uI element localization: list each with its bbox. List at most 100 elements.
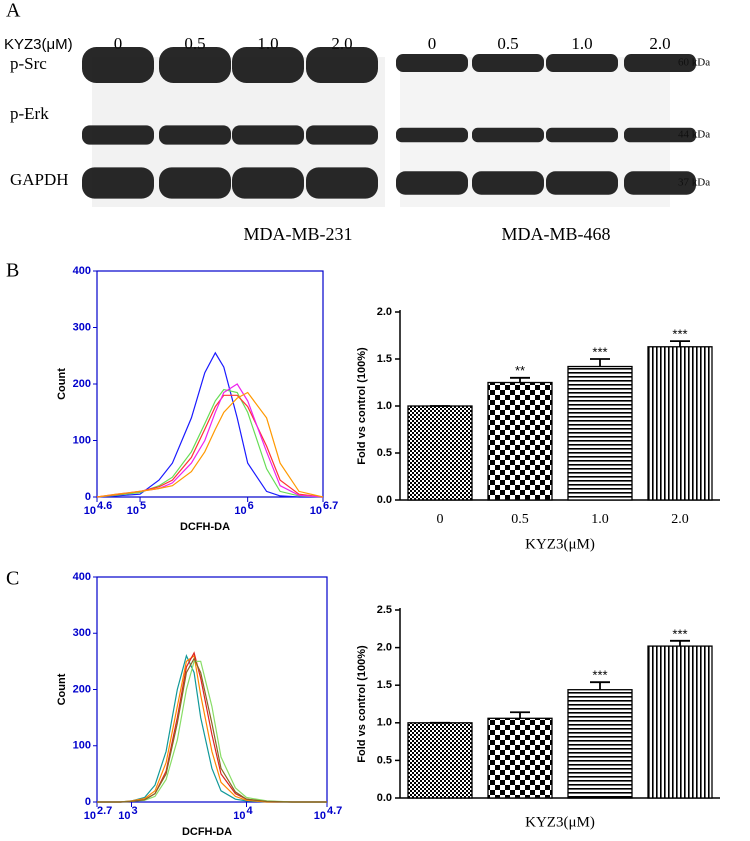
x-tick-label: 0.5 bbox=[511, 512, 529, 527]
error-bar bbox=[590, 681, 610, 690]
blot-band bbox=[82, 47, 154, 83]
histogram-line bbox=[97, 660, 327, 803]
error-bar bbox=[510, 376, 530, 383]
y-tick-label: 0 bbox=[85, 796, 91, 808]
x-tick-label: 0 bbox=[437, 512, 444, 527]
significance-label: ** bbox=[515, 363, 525, 378]
x-axis-label: DCFH-DA bbox=[182, 826, 232, 838]
y-axis-label: Count bbox=[56, 673, 68, 705]
histogram-line bbox=[97, 654, 327, 803]
significance-label: *** bbox=[592, 668, 607, 683]
significance-label: *** bbox=[672, 327, 687, 342]
blot-band bbox=[232, 47, 304, 83]
y-tick-label: 1.5 bbox=[377, 353, 392, 365]
x-tick-exponent: 2.7 bbox=[97, 805, 112, 817]
y-tick-label: 2.0 bbox=[377, 306, 392, 318]
x-axis-label: DCFH-DA bbox=[180, 521, 230, 533]
y-tick-label: 2.0 bbox=[377, 642, 392, 654]
x-tick-exponent: 6 bbox=[248, 500, 254, 512]
y-tick-label: 0.0 bbox=[377, 494, 392, 506]
blot-band bbox=[159, 125, 231, 145]
y-tick-label: 0.5 bbox=[377, 754, 392, 766]
x-tick-exponent: 3 bbox=[132, 805, 138, 817]
y-tick-label: 2.5 bbox=[377, 604, 392, 616]
histogram-line bbox=[97, 654, 327, 803]
dose-label: 0.5 bbox=[497, 34, 518, 53]
y-tick-label: 1.0 bbox=[377, 717, 392, 729]
error-bar bbox=[590, 358, 610, 367]
y-tick-label: 1.5 bbox=[377, 679, 392, 691]
x-tick-label: 1.0 bbox=[591, 512, 609, 527]
dose-label: 1.0 bbox=[571, 34, 592, 53]
histogram-line bbox=[96, 391, 324, 498]
x-tick-exponent: 4.6 bbox=[97, 500, 112, 512]
y-tick-label: 400 bbox=[73, 571, 91, 583]
blot-band bbox=[159, 47, 231, 83]
significance-label: *** bbox=[592, 344, 607, 359]
blot-band bbox=[624, 127, 696, 143]
y-tick-label: 400 bbox=[73, 265, 91, 277]
blot-band bbox=[546, 171, 618, 195]
x-tick-label: 2.0 bbox=[671, 512, 689, 527]
bar bbox=[407, 405, 473, 501]
blot-band bbox=[232, 167, 304, 199]
x-tick-label: 10 bbox=[84, 505, 96, 517]
error-bar bbox=[670, 340, 690, 347]
x-axis-label: KYZ3(μM) bbox=[525, 536, 595, 552]
blot-band bbox=[232, 125, 304, 145]
blot-band bbox=[472, 127, 544, 143]
blot-band bbox=[546, 127, 618, 143]
panel-label: B bbox=[6, 260, 19, 282]
blot-band bbox=[624, 54, 696, 72]
y-axis-label: Fold vs control (100%) bbox=[356, 347, 368, 465]
blot-band bbox=[306, 125, 378, 145]
blot-band bbox=[159, 167, 231, 199]
x-tick-exponent: 6.7 bbox=[323, 500, 338, 512]
error-bar bbox=[670, 639, 690, 647]
histogram-line bbox=[96, 388, 324, 498]
histogram-line bbox=[96, 394, 324, 498]
histogram-line bbox=[97, 651, 327, 803]
dose-label: 0 bbox=[428, 34, 437, 53]
bar bbox=[647, 645, 713, 799]
dose-label: 2.0 bbox=[649, 34, 670, 53]
x-tick-label: 10 bbox=[234, 505, 246, 517]
y-tick-label: 300 bbox=[73, 321, 91, 333]
cell-line: MDA-MB-231 bbox=[243, 224, 352, 244]
y-tick-label: 0 bbox=[85, 491, 91, 503]
x-tick-label: 10 bbox=[84, 810, 96, 822]
histogram-line bbox=[97, 657, 327, 803]
significance-label: *** bbox=[672, 626, 687, 641]
x-tick-exponent: 4 bbox=[247, 805, 254, 817]
y-tick-label: 100 bbox=[73, 434, 91, 446]
bar bbox=[647, 346, 713, 501]
blot-band bbox=[82, 125, 154, 145]
cell-line: MDA-MB-468 bbox=[501, 224, 610, 244]
bar bbox=[567, 689, 633, 799]
x-tick-label: 10 bbox=[314, 810, 326, 822]
blot-band bbox=[472, 54, 544, 72]
protein-label: p-Src bbox=[10, 54, 47, 73]
blot-band bbox=[546, 54, 618, 72]
bar bbox=[487, 717, 553, 799]
x-tick-label: 10 bbox=[233, 810, 245, 822]
y-tick-label: 200 bbox=[73, 378, 91, 390]
x-tick-label: 10 bbox=[127, 505, 139, 517]
blot-band bbox=[472, 171, 544, 195]
plot-frame bbox=[96, 270, 324, 498]
protein-label: GAPDH bbox=[10, 170, 69, 189]
bar bbox=[567, 365, 633, 501]
blot-band bbox=[396, 54, 468, 72]
bar bbox=[407, 722, 473, 799]
error-bar bbox=[510, 711, 530, 719]
blot-band bbox=[624, 171, 696, 195]
dose-label: 0 bbox=[114, 34, 123, 53]
blot-band bbox=[396, 127, 468, 143]
blot-band bbox=[306, 47, 378, 83]
treatment-label: KYZ3(μM) bbox=[4, 36, 73, 53]
y-axis-label: Count bbox=[56, 368, 68, 400]
x-axis-label: KYZ3(μM) bbox=[525, 814, 595, 830]
blot-band bbox=[82, 167, 154, 199]
x-tick-label: 10 bbox=[310, 505, 322, 517]
